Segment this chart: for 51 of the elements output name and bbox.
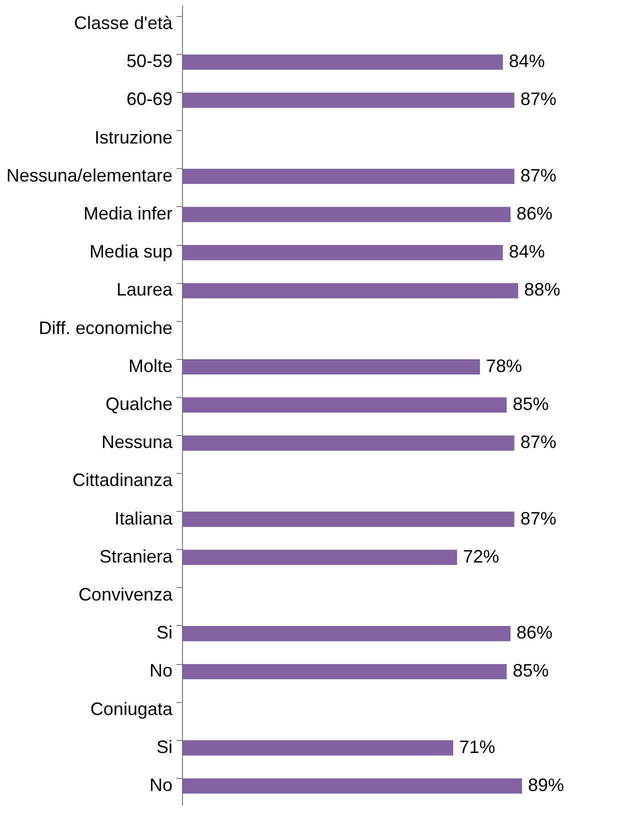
bar [182, 397, 507, 413]
bar [182, 92, 514, 108]
bar [182, 512, 514, 527]
bar [182, 740, 454, 756]
y-tick-label: No [149, 660, 172, 681]
y-tick-label: Diff. economiche [38, 318, 172, 338]
bar [182, 550, 458, 565]
y-tick-label: Classe d'età [74, 13, 174, 34]
data-label: 86% [516, 204, 553, 224]
bar [182, 54, 503, 70]
bar [182, 245, 503, 260]
y-tick-label: No [149, 774, 172, 795]
y-tick-label: Italiana [114, 508, 174, 528]
bar [182, 168, 514, 184]
data-label: 87% [520, 165, 556, 186]
y-tick-label: Cittadinanza [72, 470, 174, 490]
y-tick-label: Nessuna/elementare [6, 165, 172, 186]
y-tick-label: Nessuna [101, 432, 174, 452]
y-tick-label: Straniera [99, 546, 174, 566]
y-tick-label: Istruzione [94, 127, 172, 148]
y-tick-label: Molte [128, 356, 172, 376]
bar [182, 435, 514, 451]
bar [182, 664, 507, 680]
data-label: 87% [520, 508, 556, 528]
data-label: 87% [520, 432, 556, 452]
y-tick-label: Convivenza [78, 584, 174, 604]
y-tick-label: Media sup [89, 242, 172, 262]
data-label: 85% [512, 660, 549, 681]
y-tick-label: Si [156, 736, 172, 757]
y-tick-label: 60-69 [126, 89, 172, 110]
bar [182, 206, 511, 222]
data-label: 87% [520, 89, 556, 110]
y-tick-label: Qualche [105, 394, 172, 414]
data-label: 84% [508, 242, 545, 262]
bar [182, 778, 522, 794]
data-label: 89% [528, 774, 564, 795]
y-tick-label: Media infer [83, 204, 172, 224]
data-label: 71% [459, 736, 496, 757]
y-tick-label: Si [156, 622, 172, 643]
data-label: 85% [512, 394, 549, 414]
y-tick-label: Laurea [116, 280, 174, 300]
bar [182, 626, 511, 642]
bar [182, 283, 518, 298]
data-label: 72% [463, 546, 500, 566]
bar [182, 359, 480, 375]
data-label: 86% [516, 622, 553, 643]
y-tick-label: Coniugata [90, 698, 174, 719]
y-tick-label: 50-59 [126, 51, 172, 72]
data-label: 88% [524, 280, 560, 300]
data-label: 78% [486, 356, 522, 376]
data-label: 84% [508, 51, 545, 72]
